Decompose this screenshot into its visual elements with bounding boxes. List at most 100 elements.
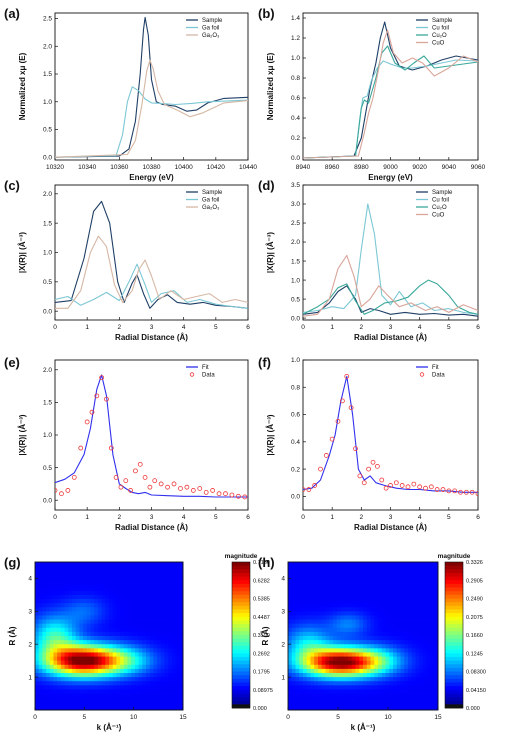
heatmap-cell [153, 611, 158, 616]
heatmap-cell [318, 623, 323, 629]
heatmap-cell [149, 640, 154, 645]
heatmap-cell [295, 574, 300, 579]
heatmap-cell [134, 623, 139, 629]
heatmap-cell [105, 640, 110, 645]
heatmap-cell [408, 648, 413, 653]
heatmap-cell [400, 611, 405, 616]
heatmap-cell [68, 681, 73, 686]
heatmap-cell [321, 689, 326, 694]
heatmap-cell [419, 664, 424, 670]
heatmap-cell [385, 586, 390, 592]
heatmap-cell [171, 681, 176, 686]
heatmap-cell [415, 701, 420, 707]
heatmap-cell [109, 697, 114, 703]
heatmap-cell [411, 636, 416, 641]
heatmap-cell [366, 664, 371, 670]
heatmap-cell [175, 578, 180, 583]
heatmap-cell [146, 640, 151, 645]
heatmap-cell [348, 578, 353, 583]
heatmap-cell [411, 656, 416, 662]
heatmap-cell [83, 697, 88, 703]
plot-frame [302, 12, 479, 161]
heatmap-cell [430, 611, 435, 616]
heatmap-cell [314, 697, 319, 703]
heatmap-cell [112, 705, 117, 711]
heatmap-cell [149, 677, 154, 682]
heatmap-cell [116, 594, 121, 600]
heatmap-cell [303, 594, 308, 600]
heatmap-cell [314, 582, 319, 588]
heatmap-cell [344, 627, 349, 633]
heatmap-cell [149, 570, 154, 575]
heatmap-cell [336, 681, 341, 686]
heatmap-cell [363, 697, 368, 703]
heatmap-cell [127, 607, 132, 612]
heatmap-cell [101, 611, 106, 616]
heatmap-cell [325, 570, 330, 575]
heatmap-cell [385, 677, 390, 682]
heatmap-cell [415, 648, 420, 653]
heatmap-cell [321, 623, 326, 629]
heatmap-cell [306, 697, 311, 703]
heatmap-cell [175, 673, 180, 678]
heatmap-cell [344, 599, 349, 604]
x-tick-label: 2 [360, 514, 364, 521]
heatmap-cell [333, 640, 338, 645]
data-point [216, 491, 222, 497]
heatmap-cell [389, 619, 394, 625]
x-tick-label: 8940 [296, 164, 311, 171]
heatmap-cell [359, 648, 364, 653]
heatmap-cell [419, 656, 424, 662]
heatmap-cell [314, 685, 319, 690]
heatmap-cell [168, 664, 173, 670]
heatmap-cell [123, 644, 128, 649]
heatmap-cell [396, 574, 401, 579]
heatmap-cell [164, 660, 169, 666]
heatmap-cell [101, 644, 106, 649]
heatmap-cell [340, 562, 345, 567]
heatmap-cell [131, 582, 136, 588]
heatmap-cell [68, 574, 73, 579]
heatmap-cell [101, 607, 106, 612]
heatmap-cell [408, 677, 413, 682]
heatmap-cell [168, 603, 173, 608]
heatmap-cell [175, 582, 180, 588]
heatmap-cell [175, 607, 180, 612]
heatmap-cell [303, 578, 308, 583]
data-point [446, 488, 452, 494]
series-line-cu-foil [303, 203, 478, 315]
heatmap-cell [101, 664, 106, 670]
heatmap-cell [120, 656, 125, 662]
heatmap-cell [411, 689, 416, 694]
heatmap-cell [314, 648, 319, 653]
heatmap-cell [374, 701, 379, 707]
colorbar-segment [232, 667, 250, 672]
heatmap-cell [295, 627, 300, 633]
heatmap-cell [120, 599, 125, 604]
heatmap-cell [303, 693, 308, 699]
heatmap-cell [112, 652, 117, 657]
heatmap-cell [72, 652, 77, 657]
heatmap-cell [381, 631, 386, 637]
heatmap-cell [329, 673, 334, 678]
heatmap-cell [389, 668, 394, 674]
heatmap-cell [351, 640, 356, 645]
heatmap-cell [393, 570, 398, 575]
heatmap-cell [426, 673, 431, 678]
colorbar-segment [445, 675, 463, 680]
heatmap-cell [57, 594, 62, 600]
heatmap-cell [306, 562, 311, 567]
heatmap-cell [112, 627, 117, 633]
heatmap-cell [105, 599, 110, 604]
heatmap-cell [370, 685, 375, 690]
heatmap-cell [57, 693, 62, 699]
data-point [393, 480, 399, 486]
heatmap-cell [116, 607, 121, 612]
heatmap-cell [75, 631, 80, 637]
heatmap-cell [83, 599, 88, 604]
heatmap-cell [370, 636, 375, 641]
heatmap-cell [303, 611, 308, 616]
heatmap-cell [138, 570, 143, 575]
heatmap-cell [123, 594, 128, 600]
x-axis-label: Radial Distance (Å) [115, 333, 188, 342]
